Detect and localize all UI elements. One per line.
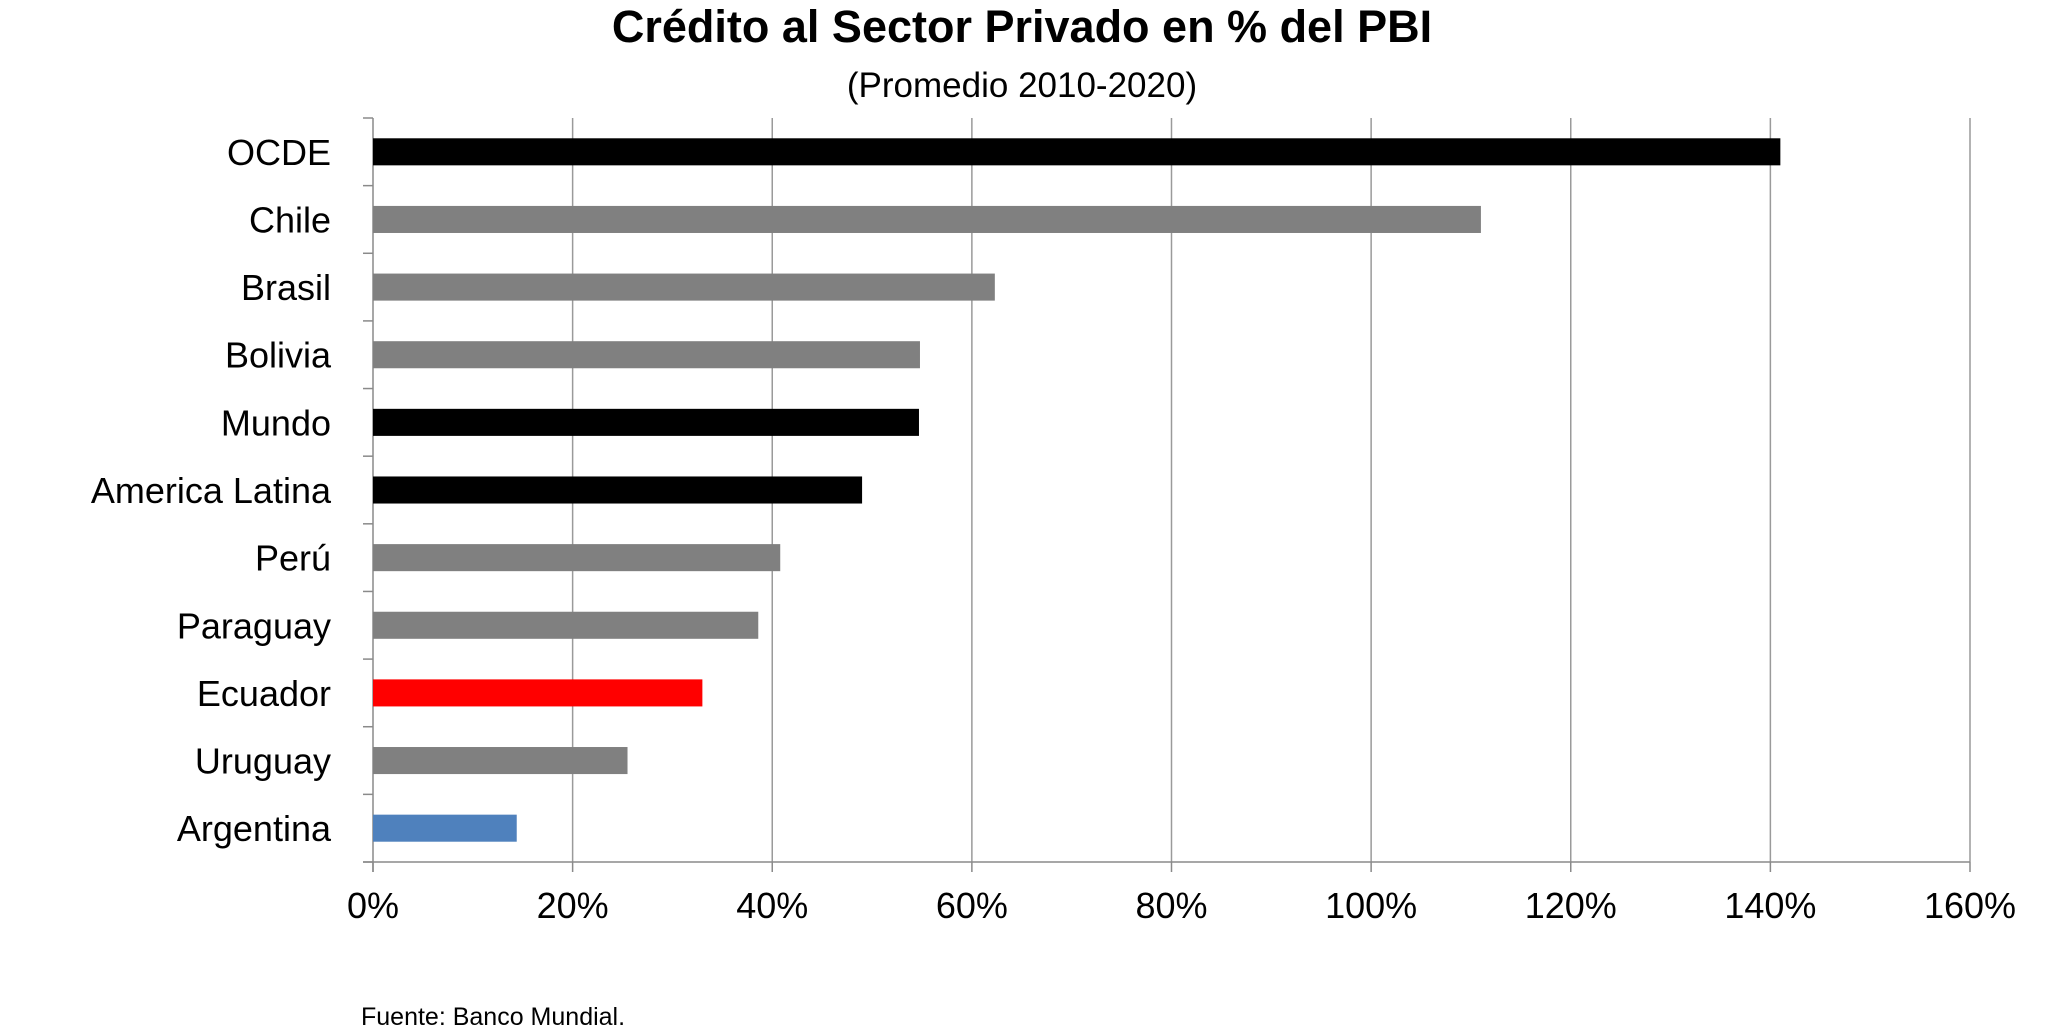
bar [373,747,628,775]
category-label: America Latina [91,470,332,511]
x-tick-label: 120% [1525,885,1617,926]
bar [373,814,517,842]
x-tick-label: 60% [936,885,1008,926]
category-label: Bolivia [225,335,332,376]
bar [373,611,759,639]
chart-subtitle: (Promedio 2010-2020) [847,66,1197,105]
category-label: Brasil [241,267,331,308]
bar [373,341,920,369]
x-tick-label: 140% [1724,885,1816,926]
bar [373,544,781,572]
category-label: Uruguay [195,741,331,782]
bar [373,408,919,436]
bar [373,273,995,301]
category-label: Perú [255,538,331,579]
chart-title: Crédito al Sector Privado en % del PBI [612,1,1432,52]
x-tick-label: 40% [736,885,808,926]
source-note: Fuente: Banco Mundial. [361,1003,625,1028]
x-tick-label: 80% [1135,885,1207,926]
category-label: Paraguay [177,605,331,646]
x-tick-label: 100% [1325,885,1417,926]
x-tick-label: 20% [537,885,609,926]
category-label: OCDE [227,132,331,173]
bar [373,679,703,707]
category-label: Mundo [221,402,331,443]
plot-area: 0% 20% 40% 60% 80% 100% 120% 140% 160% OCDE Chile B… [91,117,2016,926]
bar [373,205,1481,233]
bar [373,138,1781,166]
bar [373,476,863,504]
category-label: Argentina [177,808,332,849]
category-label: Ecuador [197,673,331,714]
x-tick-label: 0% [347,885,399,926]
x-tick-label: 160% [1924,885,2016,926]
category-label: Chile [249,199,331,240]
